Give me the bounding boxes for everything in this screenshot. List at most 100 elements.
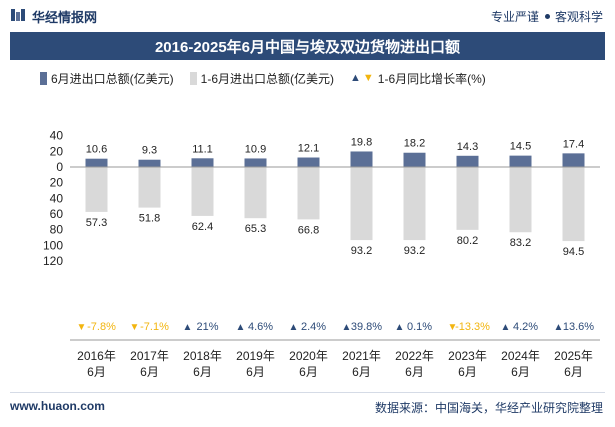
y-tick-label: 20 [50, 144, 64, 158]
bar-cumulative [85, 167, 108, 212]
x-tick-label-month: 6月 [352, 365, 371, 379]
tagline: 专业严谨 客观科学 [491, 8, 603, 25]
bar-monthly [403, 152, 426, 167]
legend-swatch-monthly [40, 71, 47, 85]
legend-label-cumulative: 1-6月进出口总额(亿美元) [200, 71, 335, 86]
growth-up-marker: ▲ [289, 322, 299, 333]
data-label-monthly: 9.3 [142, 145, 157, 157]
bar-cumulative [403, 167, 426, 241]
growth-up-marker: ▲ [183, 322, 193, 333]
legend-label-growth: 1-6月同比增长率(%) [377, 71, 486, 86]
y-tick-label: 100 [43, 238, 63, 252]
triangle-up-icon: ▲ [350, 72, 361, 84]
growth-label: -7.8% [87, 321, 116, 333]
footer-divider [10, 392, 605, 393]
growth-up-marker: ▲ [395, 322, 405, 333]
data-label-cumulative: 51.8 [139, 213, 160, 225]
bar-cumulative [456, 167, 479, 230]
growth-label: 4.2% [513, 321, 538, 333]
data-label-monthly: 11.1 [192, 143, 213, 155]
growth-down-marker: ▼ [77, 322, 87, 333]
data-label-monthly: 19.8 [351, 136, 372, 148]
bar-monthly [456, 155, 479, 167]
data-label-cumulative: 93.2 [404, 245, 425, 257]
chart-legend: 6月进出口总额(亿美元) 1-6月进出口总额(亿美元) ▲ ▼ 1-6月同比增长… [40, 70, 502, 86]
x-tick-label-month: 6月 [299, 365, 318, 379]
x-tick-label-month: 6月 [193, 365, 212, 379]
bar-monthly [85, 158, 108, 167]
x-tick-label-year: 2025年 [554, 349, 593, 363]
x-tick-label-month: 6月 [458, 365, 477, 379]
x-tick-label-year: 2018年 [183, 349, 222, 363]
growth-label: 4.6% [248, 321, 273, 333]
growth-up-marker: ▲ [554, 322, 564, 333]
x-tick-label-year: 2023年 [448, 349, 487, 363]
y-tick-label: 60 [50, 207, 64, 221]
growth-up-marker: ▲ [236, 322, 246, 333]
bar-monthly [191, 158, 214, 167]
bar-cumulative [244, 167, 267, 219]
y-tick-label: 0 [56, 160, 63, 174]
bar-monthly [297, 157, 320, 167]
y-tick-label: 20 [50, 176, 64, 190]
x-tick-label-year: 2017年 [130, 349, 169, 363]
footer-website: www.huaon.com [10, 399, 105, 413]
bar-cumulative [350, 167, 373, 241]
bar-monthly [350, 151, 373, 167]
data-label-monthly: 10.9 [245, 143, 266, 155]
data-label-cumulative: 93.2 [351, 245, 372, 257]
bar-cumulative [138, 167, 161, 208]
brand-name: 华经情报网 [32, 10, 98, 25]
bar-cumulative [297, 167, 320, 220]
data-label-cumulative: 80.2 [457, 235, 478, 247]
x-tick-label-month: 6月 [405, 365, 424, 379]
data-label-monthly: 18.2 [404, 138, 425, 150]
y-tick-label: 120 [43, 254, 63, 268]
x-tick-label-month: 6月 [564, 365, 583, 379]
legend-item-growth: ▲ ▼ 1-6月同比增长率(%) [350, 70, 486, 87]
data-label-monthly: 10.6 [86, 144, 107, 156]
legend-item-cumulative: 1-6月进出口总额(亿美元) [189, 70, 335, 87]
tagline-2: 客观科学 [554, 10, 603, 24]
data-label-cumulative: 66.8 [298, 224, 319, 236]
bar-monthly [244, 158, 267, 167]
brand-logo-icon [11, 9, 25, 21]
chart-title: 2016-2025年6月中国与埃及双边货物进出口额 [154, 38, 461, 56]
data-label-cumulative: 94.5 [563, 246, 584, 258]
x-tick-label-month: 6月 [246, 365, 265, 379]
triangle-down-icon: ▼ [362, 72, 374, 84]
growth-label: -7.1% [140, 321, 169, 333]
data-label-monthly: 14.5 [510, 141, 531, 153]
data-label-monthly: 17.4 [563, 138, 584, 150]
y-tick-label: 40 [50, 129, 64, 143]
growth-label: 21% [196, 321, 218, 333]
data-label-monthly: 14.3 [457, 141, 478, 153]
growth-label: -13.3% [455, 321, 490, 333]
bar-monthly [138, 159, 161, 167]
legend-item-monthly: 6月进出口总额(亿美元) [40, 70, 174, 87]
bar-cumulative [509, 167, 532, 233]
x-tick-label-month: 6月 [511, 365, 530, 379]
data-label-monthly: 12.1 [298, 143, 319, 155]
top-bar: 华经情报网 专业严谨 客观科学 [0, 0, 615, 32]
x-tick-label-month: 6月 [140, 365, 159, 379]
data-label-cumulative: 62.4 [192, 221, 213, 233]
legend-swatch-cumulative [189, 71, 197, 85]
x-tick-label-year: 2019年 [236, 349, 275, 363]
growth-label: 13.6% [563, 321, 594, 333]
footer-source: 数据来源：中国海关，华经产业研究院整理 [374, 401, 603, 415]
bar-monthly [509, 155, 532, 167]
x-tick-label-year: 2024年 [501, 349, 540, 363]
y-tick-label: 80 [50, 223, 64, 237]
growth-up-marker: ▲ [342, 322, 352, 333]
growth-label: 39.8% [351, 321, 382, 333]
growth-up-marker: ▲ [501, 322, 511, 333]
growth-label: 0.1% [407, 321, 432, 333]
data-label-cumulative: 65.3 [245, 223, 266, 235]
growth-down-marker: ▼ [130, 322, 140, 333]
y-tick-label: 40 [50, 191, 64, 205]
x-tick-label-year: 2016年 [77, 349, 116, 363]
bar-monthly [562, 153, 585, 167]
